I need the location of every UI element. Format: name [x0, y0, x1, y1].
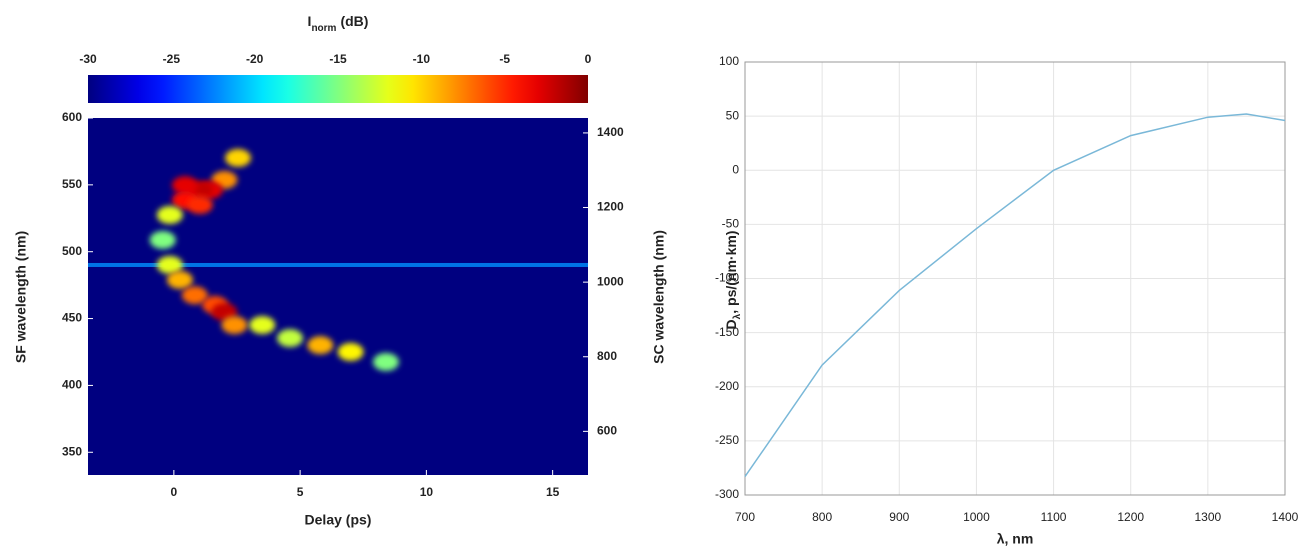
y-tick-label: -200: [715, 379, 739, 393]
heatmap-blob: [337, 342, 364, 361]
plot-frame: [744, 61, 1286, 496]
heatmap-blob: [221, 316, 248, 335]
heatmap-blob: [249, 316, 276, 335]
x-tick-label: 1300: [1195, 510, 1222, 524]
x-tick-label: 900: [889, 510, 909, 524]
colorbar-tick-label: -20: [246, 52, 264, 66]
y2-tick-label: 800: [597, 349, 617, 363]
heatmap-blob: [277, 329, 304, 348]
colorbar-tick-label: -30: [79, 52, 97, 66]
y2-tick-label: 1200: [597, 200, 624, 214]
y-tick-label: 600: [62, 110, 82, 124]
heatmap-stripe: [88, 262, 588, 267]
y2-axis-label: SC wavelength (nm): [651, 230, 667, 364]
colorbar-label-sub: norm: [311, 23, 336, 34]
y-tick-label: 350: [62, 444, 82, 458]
colorbar-tick-label: 0: [585, 52, 592, 66]
colorbar-unit: (dB): [340, 13, 368, 29]
heatmap-blob: [225, 148, 251, 167]
y-tick-label: 100: [719, 54, 739, 68]
y2-tick-label: 1000: [597, 274, 624, 288]
x-tick-label: 15: [546, 485, 560, 499]
y-tick-label: -100: [715, 271, 739, 285]
y-tick-label: -150: [715, 325, 739, 339]
x-axis-label: λ, nm: [997, 531, 1034, 547]
heatmap-blob: [372, 352, 399, 371]
heatmap-blob: [156, 205, 183, 224]
x-axis-label: Delay (ps): [305, 512, 372, 528]
colorbar-tick-label: -15: [329, 52, 347, 66]
y2-tick-label: 1400: [597, 125, 624, 139]
y-tick-label: 0: [732, 162, 739, 176]
y-tick-label: -50: [722, 217, 740, 231]
heatmap-blob: [171, 176, 198, 195]
heatmap-blob: [186, 195, 213, 214]
heatmap-blob: [181, 286, 208, 305]
y-tick-label: 400: [62, 378, 82, 392]
y2-tick-label: 600: [597, 424, 617, 438]
heatmap-blob: [307, 336, 334, 355]
y-tick-label: 500: [62, 244, 82, 258]
y-axis-label: Dλ, ps/(nm·km): [723, 231, 743, 330]
y-tick-label: -250: [715, 433, 739, 447]
colorbar-label: I: [308, 13, 312, 29]
y-label-rest: , ps/(nm·km): [723, 231, 739, 314]
y-axis-label: SF wavelength (nm): [13, 231, 29, 363]
x-tick-label: 700: [735, 510, 755, 524]
x-tick-label: 1100: [1041, 510, 1067, 524]
colorbar-tick-label: -10: [413, 52, 431, 66]
y-tick-label: 50: [726, 108, 740, 122]
data-line: [744, 113, 1286, 478]
colorbar-title: Inorm (dB): [308, 13, 369, 34]
heatmap-blob: [149, 230, 176, 249]
x-tick-label: 1000: [963, 510, 990, 524]
heatmap: [88, 118, 588, 475]
colorbar-tick-label: -5: [499, 52, 510, 66]
x-tick-label: 10: [420, 485, 434, 499]
x-tick-label: 5: [297, 485, 304, 499]
y-label-sub: λ: [732, 313, 743, 319]
x-tick-label: 1400: [1272, 510, 1298, 524]
x-tick-label: 1200: [1117, 510, 1144, 524]
heatmap-blob: [166, 270, 193, 289]
x-tick-label: 0: [171, 485, 178, 499]
heatmap-background: [88, 118, 588, 475]
y-label-main: D: [723, 319, 739, 329]
y-tick-label: 550: [62, 177, 82, 191]
x-tick-label: 800: [812, 510, 832, 524]
colorbar: [88, 75, 588, 103]
y-tick-label: 450: [62, 311, 82, 325]
heatmap-blob: [156, 255, 183, 274]
y-tick-label: -300: [715, 487, 739, 501]
colorbar-tick-label: -25: [163, 52, 181, 66]
